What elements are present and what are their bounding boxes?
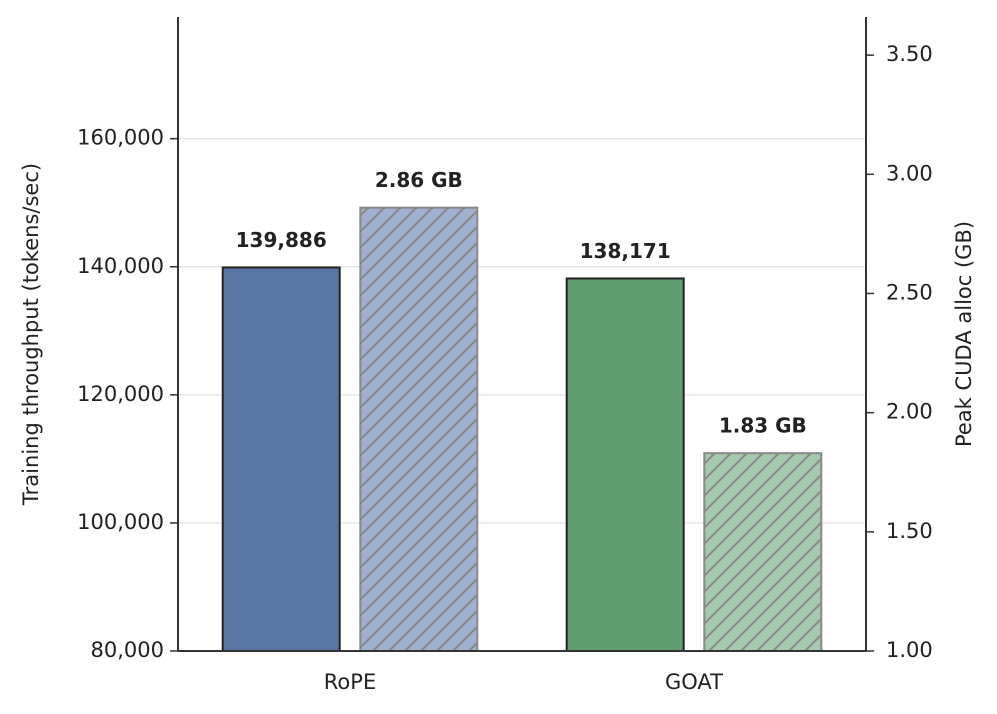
y-tick-label: 140,000 [77,254,164,278]
y2-tick-label: 3.00 [886,161,933,185]
y-tick-label: 80,000 [91,638,164,662]
bar [703,452,823,653]
y2-tick-label: 3.50 [886,42,933,66]
y-axis-label: Training throughput (tokens/sec) [19,163,43,506]
y-tick-label: 160,000 [77,126,164,150]
bar [221,266,341,652]
y2-tick-label: 1.00 [886,638,933,662]
value-label: 1.83 GB [719,414,807,438]
x-tick-label: RoPE [324,670,376,694]
value-label: 139,886 [236,228,327,252]
y2-axis-label: Peak CUDA alloc (GB) [952,221,976,447]
y-tick-label: 120,000 [77,382,164,406]
x-tick-label: GOAT [665,670,723,694]
bar [359,206,479,652]
value-label: 2.86 GB [375,168,463,192]
y2-tick-label: 1.50 [886,519,933,543]
bar [565,277,685,652]
value-label: 138,171 [580,239,671,263]
y2-tick-label: 2.00 [886,400,933,424]
y2-tick-label: 2.50 [886,280,933,304]
y-tick-label: 100,000 [77,510,164,534]
